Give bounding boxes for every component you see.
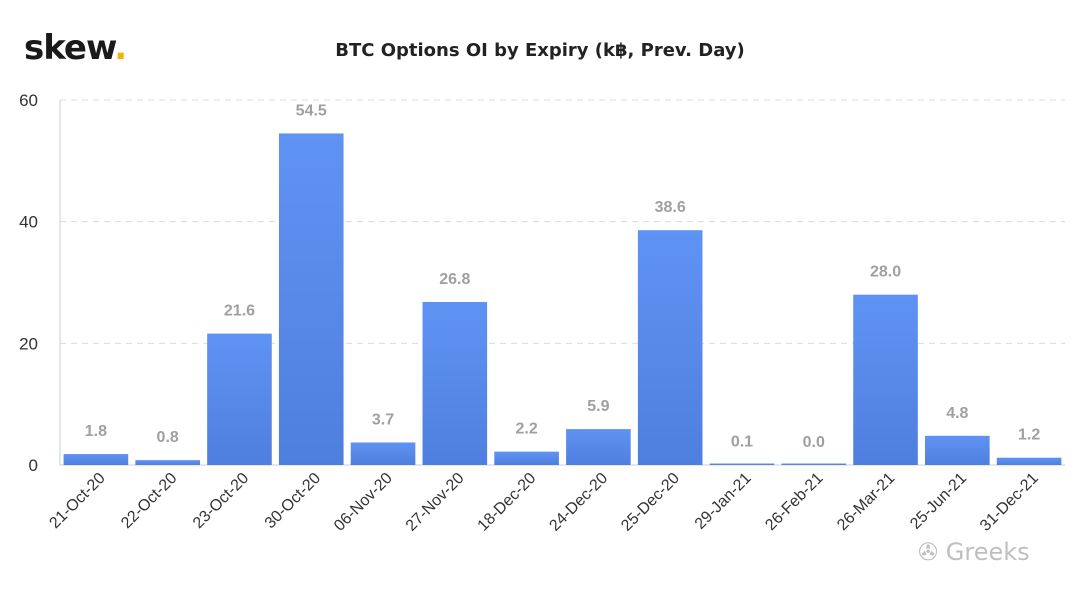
data-label: 28.0 (870, 264, 901, 281)
x-tick-label: 23-Oct-20 (190, 470, 252, 532)
data-label: 21.6 (224, 303, 255, 320)
y-tick-label: 60 (19, 91, 38, 110)
data-label: 26.8 (439, 271, 470, 288)
bar (637, 230, 703, 465)
data-label: 4.8 (946, 405, 968, 422)
bar (925, 435, 990, 465)
wechat-icon: ✇ (918, 538, 939, 566)
x-tick-label: 18-Dec-20 (475, 470, 540, 535)
data-label: 38.6 (655, 199, 686, 216)
skew-logo: skew. (24, 28, 127, 68)
watermark-text: Greeks (945, 538, 1030, 566)
x-tick-label: 24-Dec-20 (546, 470, 611, 535)
bar (853, 294, 918, 465)
data-label: 54.5 (296, 102, 327, 119)
y-tick-label: 20 (19, 334, 38, 353)
y-tick-label: 0 (29, 456, 38, 475)
data-label: 0.1 (731, 433, 753, 450)
data-label: 0.8 (157, 429, 179, 446)
bar (278, 133, 344, 466)
bar (135, 460, 200, 465)
bar (207, 333, 272, 465)
bar (566, 429, 631, 465)
bar (422, 301, 488, 465)
x-tick-label: 06-Nov-20 (331, 470, 396, 535)
x-tick-label: 31-Dec-21 (977, 470, 1042, 535)
x-tick-label: 25-Jun-21 (907, 470, 970, 533)
data-label: 2.2 (515, 421, 537, 438)
x-tick-label: 27-Nov-20 (403, 470, 468, 535)
data-label: 1.8 (85, 423, 107, 440)
data-label: 1.2 (1018, 427, 1040, 444)
value-labels: 1.8 0.8 21.6 54.5 3.7 26.8 2.2 5.9 38.6 0.1 0.0 28.… (85, 102, 1041, 451)
data-label: 3.7 (372, 411, 394, 428)
bar (781, 463, 847, 465)
watermark: ✇ Greeks (918, 538, 1030, 566)
data-label: 5.9 (587, 398, 609, 415)
logo-text: skew (24, 28, 115, 68)
bars (63, 133, 1062, 466)
bar (63, 454, 129, 465)
x-tick-label: 30-Oct-20 (262, 470, 324, 532)
x-tick-labels: 21-Oct-20 22-Oct-20 23-Oct-20 30-Oct-20 06-N… (46, 470, 1042, 535)
x-tick-label: 29-Jan-21 (692, 470, 755, 533)
bar (709, 463, 775, 465)
bar (494, 451, 559, 465)
logo-dot: . (114, 28, 127, 68)
x-tick-label: 21-Oct-20 (46, 470, 108, 532)
data-label: 0.0 (803, 434, 825, 451)
bar (350, 442, 416, 465)
y-tick-label: 40 (19, 213, 38, 232)
bar (996, 457, 1062, 465)
x-tick-label: 26-Feb-21 (762, 470, 826, 534)
x-tick-label: 26-Mar-21 (834, 470, 898, 534)
x-tick-label: 25-Dec-20 (618, 470, 683, 535)
x-tick-label: 22-Oct-20 (118, 470, 180, 532)
chart-title: BTC Options OI by Expiry (k฿, Prev. Day) (335, 40, 745, 61)
